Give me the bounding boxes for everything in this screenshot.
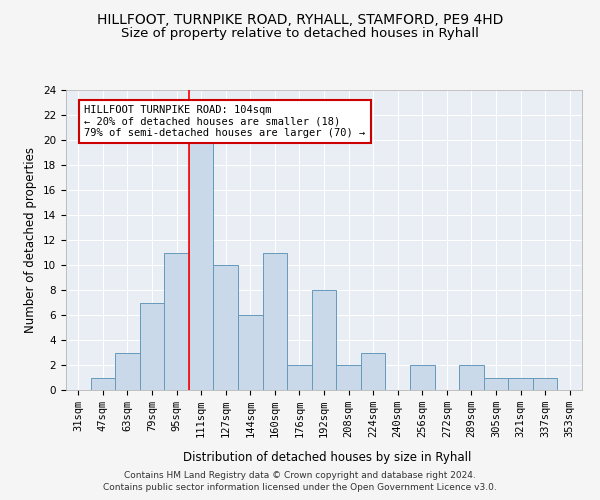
- Bar: [508, 378, 533, 390]
- Y-axis label: Number of detached properties: Number of detached properties: [25, 147, 37, 333]
- Bar: [336, 365, 361, 390]
- Bar: [484, 378, 508, 390]
- Bar: [312, 290, 336, 390]
- Bar: [263, 252, 287, 390]
- Bar: [214, 265, 238, 390]
- Bar: [287, 365, 312, 390]
- Bar: [140, 302, 164, 390]
- Bar: [115, 352, 140, 390]
- Bar: [238, 315, 263, 390]
- Bar: [91, 378, 115, 390]
- Bar: [410, 365, 434, 390]
- Text: HILLFOOT TURNPIKE ROAD: 104sqm
← 20% of detached houses are smaller (18)
79% of : HILLFOOT TURNPIKE ROAD: 104sqm ← 20% of …: [85, 105, 365, 138]
- Text: HILLFOOT, TURNPIKE ROAD, RYHALL, STAMFORD, PE9 4HD: HILLFOOT, TURNPIKE ROAD, RYHALL, STAMFOR…: [97, 12, 503, 26]
- Bar: [189, 140, 214, 390]
- Text: Distribution of detached houses by size in Ryhall: Distribution of detached houses by size …: [183, 451, 471, 464]
- Text: Contains HM Land Registry data © Crown copyright and database right 2024.
Contai: Contains HM Land Registry data © Crown c…: [103, 471, 497, 492]
- Bar: [533, 378, 557, 390]
- Bar: [459, 365, 484, 390]
- Bar: [361, 352, 385, 390]
- Bar: [164, 252, 189, 390]
- Text: Size of property relative to detached houses in Ryhall: Size of property relative to detached ho…: [121, 28, 479, 40]
